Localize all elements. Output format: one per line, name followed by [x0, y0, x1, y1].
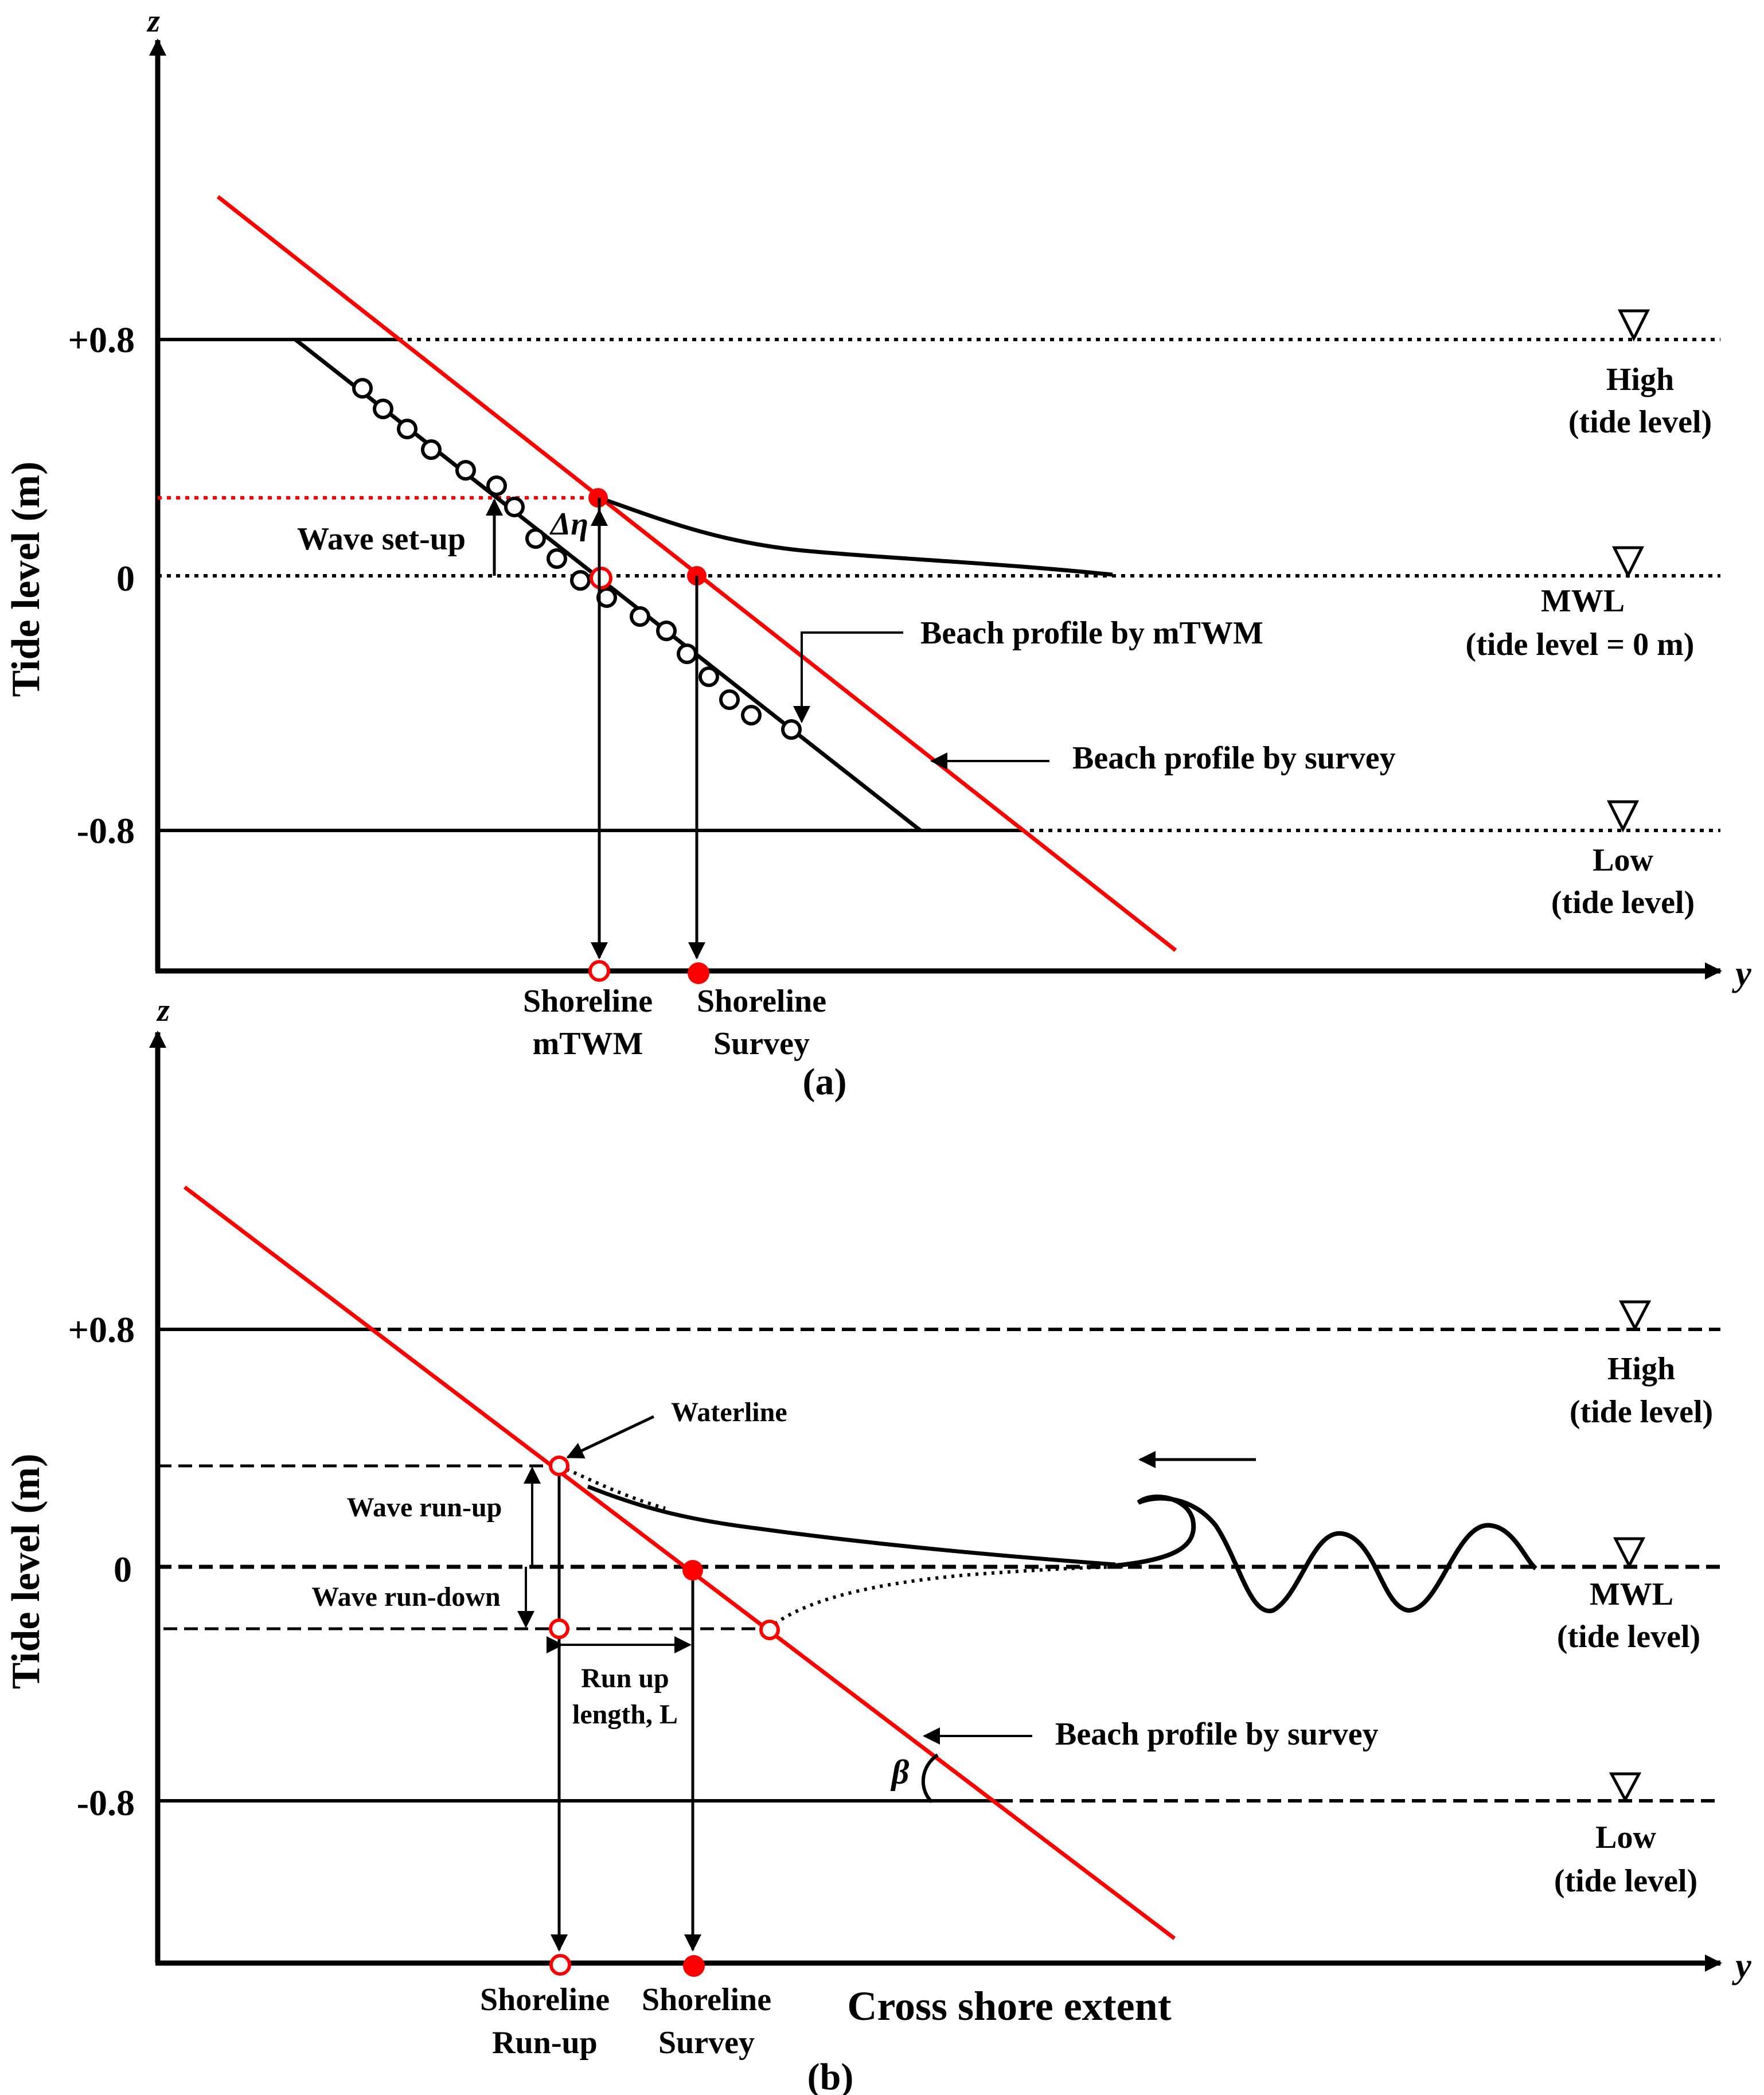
waterline-arrow-b [566, 1415, 655, 1459]
caption-a: (a) [803, 1061, 847, 1103]
mtwm-point [630, 606, 650, 627]
axis-z-label-a: z [146, 3, 160, 39]
mtwm-point [486, 475, 507, 496]
axis-y-label-b: y [1731, 1946, 1751, 1985]
mtwm-point [373, 399, 393, 419]
mwl-sub-a: (tide level = 0 m) [1466, 627, 1695, 662]
runup-dotted-curve-b [558, 1464, 666, 1510]
shoreline-survey-point-a [688, 962, 709, 984]
high-sub-a: (tide level) [1568, 404, 1712, 440]
high-triangle-icon-a [1617, 309, 1650, 342]
mtwm-point [677, 643, 697, 664]
mwl-intersect-point-b [682, 1560, 703, 1581]
survey-label-a: Beach profile by survey [1072, 740, 1396, 776]
tick-mwl-a: 0 [116, 558, 135, 599]
mtwm-point [352, 378, 373, 399]
mtwm-points-a [352, 378, 802, 740]
shore-survey-line2-a: Survey [713, 1026, 810, 1062]
shoreline-mtwm-point-a [588, 960, 610, 982]
runup-label-b: Wave run-up [347, 1492, 502, 1523]
ylabel-b: Tide level (m) [4, 1454, 48, 1690]
low-sub-b: (tide level) [1554, 1863, 1697, 1899]
tick-high-b: +0.8 [68, 1309, 135, 1350]
low-label-a: Low [1593, 842, 1653, 878]
shore-survey-line1-b: Shoreline [642, 1982, 771, 2018]
shoreline-survey-point-b [683, 1955, 705, 1977]
low-label-b: Low [1595, 1820, 1656, 1855]
mtwm-point [421, 439, 442, 460]
mtwm-point [455, 460, 476, 481]
mwl-triangle-icon-b [1613, 1537, 1646, 1569]
runup-length-line2-b: length, L [572, 1699, 678, 1730]
mwl-intersect-open-a [590, 567, 612, 590]
mtwm-callout-arrow-a [793, 631, 903, 723]
shore-survey-line2-b: Survey [658, 2025, 755, 2061]
tick-low-b: -0.8 [77, 1782, 135, 1823]
high-sub-b: (tide level) [1570, 1394, 1713, 1430]
shore-mtwm-line1-a: Shoreline [523, 984, 653, 1019]
mtwm-point [547, 548, 567, 569]
mtwm-point [781, 719, 802, 740]
swash-curve-b [587, 1484, 1116, 1567]
axis-y-label-a: y [1731, 954, 1751, 993]
waterline-point-b [549, 1456, 569, 1476]
panel-a: z y Tide level (m) +0.8 0 -0.8 High (tid… [4, 3, 1751, 1103]
rundown-dotted-curve-b [767, 1565, 1125, 1630]
xlabel-b: Cross shore extent [847, 1983, 1171, 2029]
delta-eta-label-a: Δη [549, 506, 588, 542]
axis-z-label-b: z [156, 993, 170, 1028]
shore-survey-line1-a: Shoreline [697, 984, 826, 1019]
mtwm-point [397, 419, 417, 439]
mtwm-point [570, 570, 591, 591]
tick-low-a: -0.8 [77, 810, 135, 851]
high-label-b: High [1607, 1351, 1675, 1387]
mtwm-label-a: Beach profile by mTWM [920, 615, 1263, 651]
rundown-label-b: Wave run-down [311, 1582, 500, 1612]
caption-b: (b) [807, 2056, 854, 2095]
rundown-intersect-point-b [759, 1620, 780, 1640]
low-triangle-icon-a [1606, 800, 1640, 833]
rundown-point-b [549, 1618, 569, 1639]
mwl-label-a: MWL [1541, 583, 1625, 619]
ylabel-a: Tide level (m) [4, 462, 48, 697]
waterline-label-b: Waterline [671, 1397, 787, 1427]
beta-angle-arc-b [921, 1753, 939, 1804]
mtwm-point [525, 528, 546, 549]
tick-mwl-b: 0 [114, 1549, 132, 1590]
mtwm-point [741, 705, 762, 725]
mtwm-point [504, 497, 525, 517]
high-label-a: High [1606, 362, 1674, 397]
low-sub-a: (tide level) [1551, 885, 1695, 920]
survey-profile-b [183, 1185, 1176, 1940]
beta-label-b: β [891, 1753, 910, 1791]
mtwm-point [698, 666, 719, 687]
tick-high-a: +0.8 [68, 319, 135, 360]
shore-runup-line1-b: Shoreline [480, 1982, 610, 2018]
swash-curve-a [598, 496, 1113, 577]
mwl-sub-b: (tide level) [1557, 1619, 1700, 1655]
shoreline-runup-point-b [549, 1954, 571, 1976]
mtwm-point [656, 621, 677, 641]
shore-mtwm-line2-a: mTWM [533, 1026, 643, 1062]
panel-b: z y Tide level (m) +0.8 0 -0.8 High (tid… [4, 993, 1751, 2095]
shore-runup-line2-b: Run-up [492, 2025, 598, 2061]
runup-length-line1-b: Run up [581, 1663, 669, 1694]
wave-shape-b [1115, 1495, 1537, 1613]
mwl-triangle-icon-a [1611, 546, 1645, 579]
survey-label-b: Beach profile by survey [1055, 1716, 1379, 1752]
high-triangle-icon-b [1618, 1300, 1652, 1332]
mtwm-point [719, 689, 740, 710]
mwl-label-b: MWL [1590, 1577, 1673, 1612]
setup-label-a: Wave set-up [297, 521, 466, 557]
low-triangle-icon-b [1609, 1772, 1642, 1803]
